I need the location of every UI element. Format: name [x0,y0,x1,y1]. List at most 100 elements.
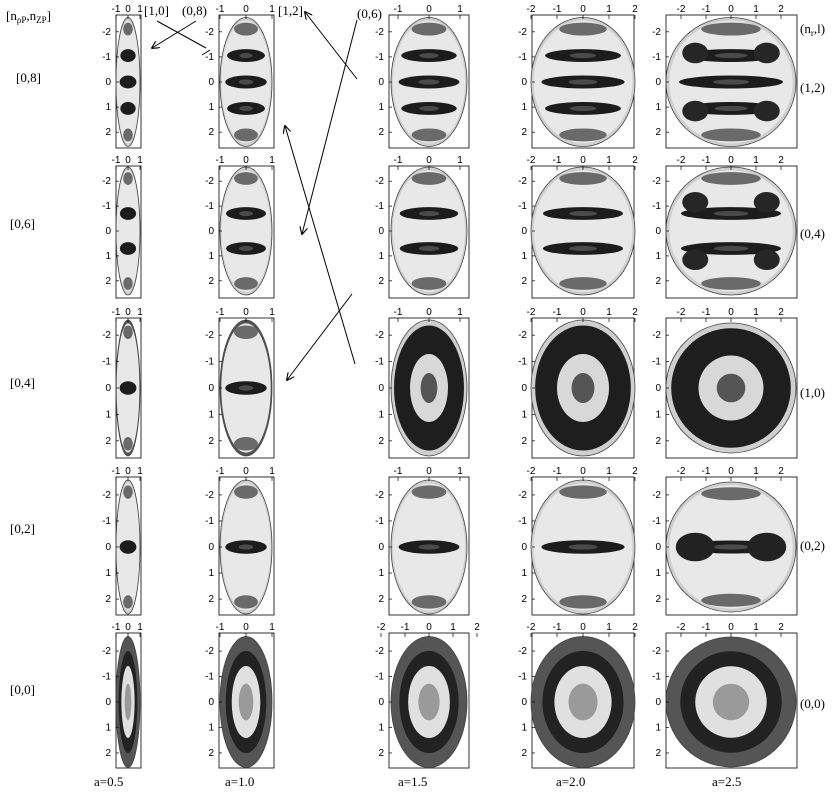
y-tick-label: 1 [521,568,527,579]
panel-r4-c1: -1 0 1 -2 -1 0 1 2 [205,622,275,769]
x-tick-label: -1 [702,155,711,166]
panel-r3-c4: -2 -1 0 1 2 -2 -1 0 1 2 [652,466,798,616]
density-lobe [559,277,607,290]
core [568,683,598,721]
x-tick-label: -1 [401,622,410,633]
x-tick-label: -1 [702,307,711,318]
density-lobe [701,22,761,36]
x-tick-label: -1 [553,307,562,318]
row-label-right-1: (0,4) [800,226,825,241]
x-tick-label: 2 [632,622,638,633]
lobe-core [568,245,598,252]
y-tick-label: -2 [375,490,384,501]
lobe-core [419,52,439,59]
x-tick-label: 0 [426,466,432,477]
quadrant-lobe [682,42,709,64]
lobe-core [238,79,254,85]
density-lobe [701,128,761,142]
panel-frame [218,14,275,149]
x-tick-label: 2 [632,4,638,15]
y-tick-label: -1 [205,52,214,63]
density-lobe [411,277,447,290]
x-tick-label: -1 [394,307,403,318]
y-tick-label: 0 [105,226,111,237]
y-tick-label: 2 [208,276,214,287]
panel-r3-c2: -1 0 1 -2 -1 0 1 2 [375,466,470,616]
y-tick-label: 1 [208,251,214,262]
x-tick-label: -1 [394,4,403,15]
y-tick-label: 2 [655,748,661,759]
core [418,683,440,721]
row-label-left-2: [0,4] [10,375,35,390]
x-tick-label: -1 [216,466,225,477]
x-tick-label: 0 [426,307,432,318]
light-fill [392,170,466,292]
x-tick-label: 0 [728,155,734,166]
density-lobe [559,172,607,185]
panel-r0-c4: -2 -1 0 1 2 -2 -1 0 1 2 [652,4,798,149]
x-tick-label: 0 [125,4,131,15]
light-fill [669,170,793,292]
lobe-core [712,544,750,550]
y-tick-label: 0 [208,542,214,553]
column-label-2: a=1.5 [398,774,427,789]
panel-r1-c3: -2 -1 0 1 2 -2 -1 0 1 2 [518,155,638,299]
y-tick-label: 1 [208,102,214,113]
panel-r2-c1: -1 0 1 -2 -1 0 1 2 [205,307,275,459]
y-tick-label: 0 [208,77,214,88]
density-lobe [559,595,607,609]
x-tick-label: 0 [580,466,586,477]
side-lobe [675,532,715,562]
lobe-core [714,52,748,59]
x-tick-label: -1 [216,622,225,633]
column-label-4: a=2.5 [712,774,741,789]
density-lobe [123,436,133,451]
x-tick-label: 0 [728,4,734,15]
x-tick-label: 1 [606,307,612,318]
lobe-core [238,210,254,217]
y-tick-label: 0 [105,383,111,394]
density-lobe [120,49,136,63]
arrow-label-0-8: (0,8) [182,3,207,18]
y-tick-label: 2 [655,436,661,447]
density-lobe [411,172,447,185]
light-fill [221,170,271,292]
y-tick-label: -2 [518,330,527,341]
y-tick-label: -2 [205,490,214,501]
panel-frame [218,165,275,299]
x-tick-label: 0 [243,4,249,15]
density-lobe [234,325,258,340]
y-tick-label: -1 [102,201,111,212]
y-tick-label: 2 [105,594,111,605]
density-lobe [119,242,137,255]
lobe-core [418,245,440,252]
x-tick-label: 1 [753,466,759,477]
y-tick-label: -2 [205,176,214,187]
core [420,373,438,403]
arrow-to-0-4 [287,293,353,380]
y-tick-label: 1 [378,102,384,113]
y-tick-label: 2 [655,594,661,605]
y-tick-label: 1 [378,722,384,733]
x-tick-label: 1 [457,307,463,318]
quadrant-lobe [753,100,780,122]
y-tick-label: 1 [378,251,384,262]
core [712,683,750,721]
arrow-label-0-6: (0,6) [357,6,382,21]
density-lobe [701,593,761,607]
row-label-right-0: (1,2) [800,80,825,95]
y-tick-label: 2 [521,594,527,605]
x-tick-label: 0 [426,155,432,166]
x-tick-label: -1 [216,155,225,166]
arrow-0-6-to-0-6 [302,19,358,234]
x-tick-label: 1 [606,4,612,15]
y-tick-label: -2 [518,27,527,38]
x-tick-label: -2 [377,622,386,633]
x-tick-label: 1 [269,155,275,166]
x-tick-label: -1 [553,155,562,166]
density-lobe [123,485,133,499]
density-lobe [701,487,761,501]
row-label-left-0: [0,8] [16,70,41,85]
x-tick-label: 0 [426,4,432,15]
panel-r3-c1: -1 0 1 -2 -1 0 1 2 [205,466,275,616]
